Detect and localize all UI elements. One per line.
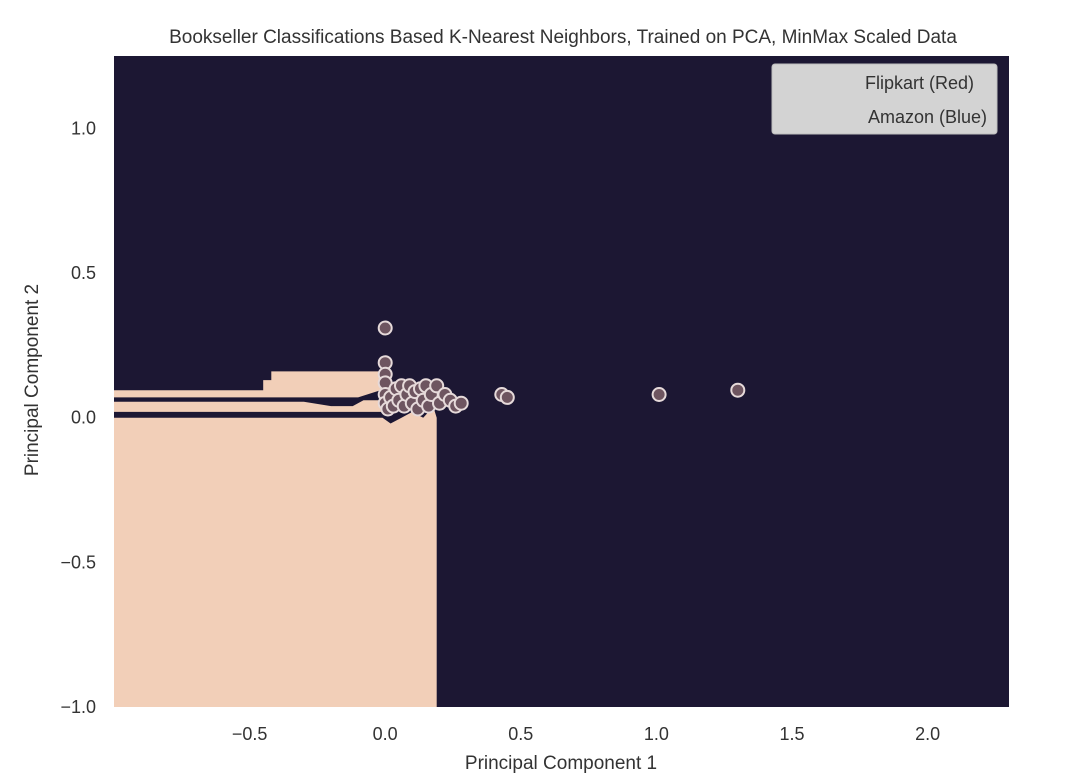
legend-box [771,63,998,135]
scatter-points [377,320,746,417]
decision-region-mid-band [114,400,386,412]
x-tick-label: 0.0 [373,724,398,744]
data-point [730,382,746,398]
y-tick-label: 0.0 [71,408,96,428]
y-tick-label: −1.0 [60,697,96,717]
data-point [453,395,469,411]
x-tick-label: 2.0 [915,724,940,744]
decision-region-flipkart [114,409,437,707]
data-point [651,387,667,402]
decision-region-top-band [114,371,386,398]
x-tick-label: 0.5 [508,724,533,744]
y-tick-label: 1.0 [71,118,96,138]
data-point [377,320,393,336]
x-tick-label: 1.0 [644,724,669,744]
data-point [499,389,515,405]
x-tick-label: 1.5 [779,724,804,744]
y-axis: −1.0 −0.5 0.0 0.5 1.0 [60,118,96,717]
chart-title: Bookseller Classifications Based K-Neare… [169,27,957,48]
x-tick-label: −0.5 [232,724,268,744]
legend: Flipkart (Red) Amazon (Blue) [771,63,998,135]
y-tick-label: −0.5 [60,552,96,572]
y-axis-label: Principal Component 2 [22,284,43,476]
legend-entry-amazon: Amazon (Blue) [868,107,987,127]
legend-entry-flipkart: Flipkart (Red) [865,73,974,93]
y-tick-label: 0.5 [71,263,96,283]
x-axis-label: Principal Component 1 [465,753,657,774]
x-axis: −0.5 0.0 0.5 1.0 1.5 2.0 [232,724,940,744]
